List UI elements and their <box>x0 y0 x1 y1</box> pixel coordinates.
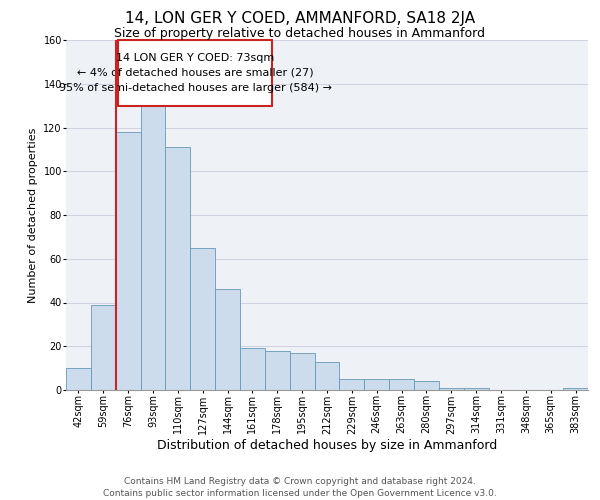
Bar <box>66 368 91 390</box>
Text: 14, LON GER Y COED, AMMANFORD, SA18 2JA: 14, LON GER Y COED, AMMANFORD, SA18 2JA <box>125 11 475 26</box>
Bar <box>166 147 190 390</box>
FancyBboxPatch shape <box>118 40 272 106</box>
Bar <box>91 304 116 390</box>
Bar <box>439 388 464 390</box>
Text: Size of property relative to detached houses in Ammanford: Size of property relative to detached ho… <box>115 28 485 40</box>
Bar <box>563 388 588 390</box>
Bar <box>340 379 364 390</box>
Bar <box>140 106 166 390</box>
Bar <box>240 348 265 390</box>
Bar <box>215 290 240 390</box>
Bar <box>265 350 290 390</box>
Bar <box>414 381 439 390</box>
Bar <box>190 248 215 390</box>
Y-axis label: Number of detached properties: Number of detached properties <box>28 128 38 302</box>
Bar <box>364 379 389 390</box>
Bar <box>290 353 314 390</box>
Bar <box>389 379 414 390</box>
X-axis label: Distribution of detached houses by size in Ammanford: Distribution of detached houses by size … <box>157 439 497 452</box>
Bar <box>314 362 340 390</box>
Text: 14 LON GER Y COED: 73sqm
← 4% of detached houses are smaller (27)
95% of semi-de: 14 LON GER Y COED: 73sqm ← 4% of detache… <box>59 53 332 92</box>
Bar <box>116 132 140 390</box>
Text: Contains HM Land Registry data © Crown copyright and database right 2024.
Contai: Contains HM Land Registry data © Crown c… <box>103 476 497 498</box>
Bar <box>464 388 488 390</box>
